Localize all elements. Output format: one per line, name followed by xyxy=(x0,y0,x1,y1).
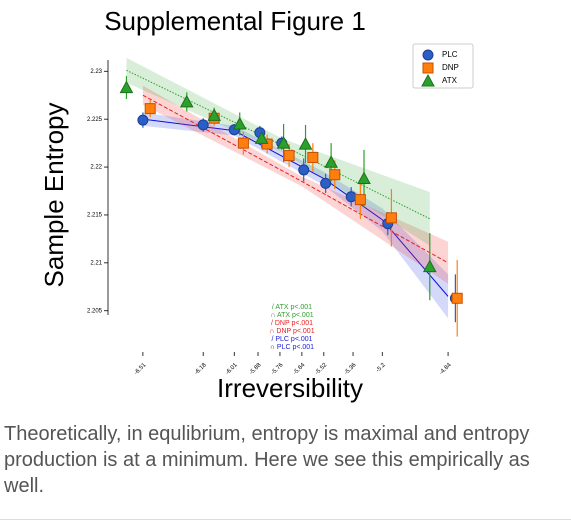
y-tick-label: 2.22 xyxy=(90,165,102,171)
point xyxy=(144,103,156,115)
confidence-band xyxy=(142,85,449,284)
point xyxy=(320,177,332,189)
divider xyxy=(0,519,571,520)
annotation: ∩ DNP p<.001 xyxy=(269,328,314,335)
point xyxy=(298,137,313,150)
legend-label: ATX xyxy=(442,76,458,85)
point xyxy=(207,108,222,121)
legend-marker xyxy=(422,62,434,74)
y-tick-label: 2.205 xyxy=(87,308,103,314)
point xyxy=(298,164,310,176)
point xyxy=(137,114,149,126)
point xyxy=(232,116,247,130)
point xyxy=(261,138,273,150)
point xyxy=(422,259,437,273)
y-tick-label: 2.21 xyxy=(90,260,102,266)
fit-line xyxy=(142,94,449,264)
legend: PLC DNP ATX xyxy=(412,43,474,89)
point xyxy=(329,169,341,181)
y-tick-label: 2.225 xyxy=(87,117,103,123)
point xyxy=(283,150,295,162)
legend-label: DNP xyxy=(442,63,459,72)
y-tick-label: 2.215 xyxy=(87,213,103,219)
chart: Supplemental Figure 1 Irreversibility Sa… xyxy=(39,6,474,403)
annotation: / DNP p<.001 xyxy=(271,320,313,327)
point xyxy=(354,194,366,206)
y-axis-label: Sample Entropy xyxy=(39,103,69,288)
chart-title: Supplemental Figure 1 xyxy=(104,6,366,36)
point xyxy=(385,212,397,224)
point xyxy=(345,191,357,203)
legend-marker xyxy=(421,73,435,87)
x-axis-label: Irreversibility xyxy=(217,373,363,403)
y-tick-label: 2.23 xyxy=(90,69,102,75)
point xyxy=(254,131,269,144)
annotation: / ATX p<.001 xyxy=(272,304,312,311)
x-tick-label: -6.51 xyxy=(134,362,148,376)
point xyxy=(197,119,209,131)
point xyxy=(307,151,319,163)
point xyxy=(276,136,291,149)
annotation: / PLC p<.001 xyxy=(271,336,312,343)
legend-marker xyxy=(422,49,434,61)
caption: Theoretically, in equlibrium, entropy is… xyxy=(4,423,530,497)
point xyxy=(324,155,338,168)
point xyxy=(357,171,371,185)
annotation: ∩ PLC p<.001 xyxy=(270,344,314,351)
confidence-band xyxy=(126,57,430,246)
legend-label: PLC xyxy=(442,50,458,59)
x-tick-label: -4.84 xyxy=(439,362,453,376)
point xyxy=(119,80,134,94)
point xyxy=(451,292,463,304)
bands xyxy=(126,57,449,319)
point xyxy=(237,137,249,149)
point xyxy=(179,94,194,108)
x-tick-label: -5.2 xyxy=(375,362,387,374)
x-tick-label: -6.18 xyxy=(194,362,208,376)
annotation: ∩ ATX p<.001 xyxy=(270,312,313,319)
